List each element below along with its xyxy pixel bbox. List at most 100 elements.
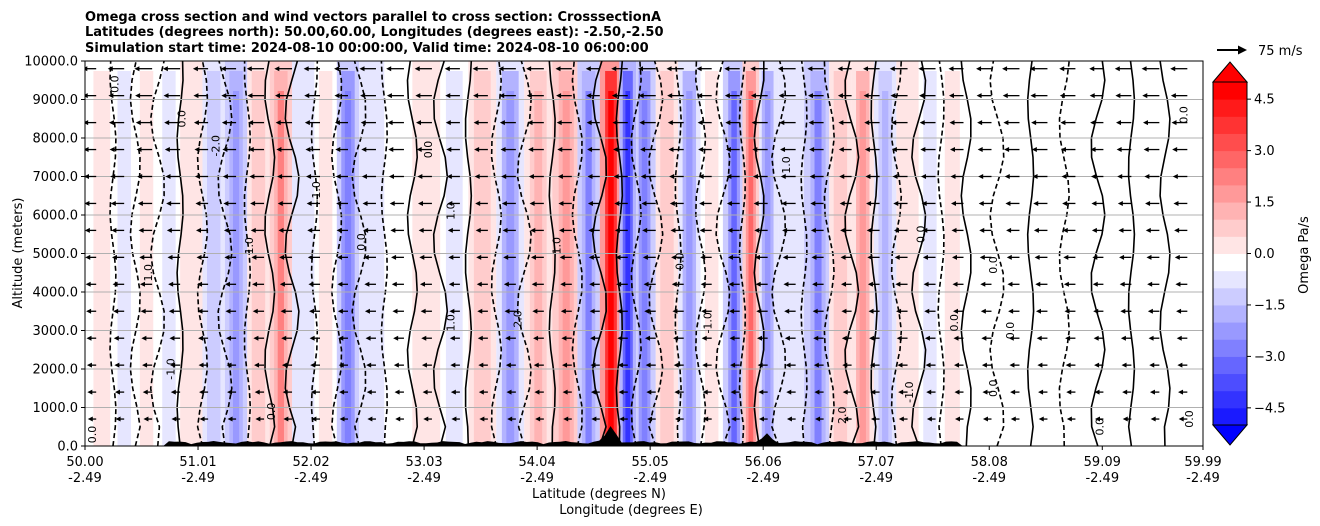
wind-vector-head — [978, 200, 984, 206]
wind-vector-head — [699, 227, 705, 233]
wind-vector-head — [1178, 389, 1184, 395]
wind-vector-head — [367, 416, 373, 422]
omega-peak — [731, 91, 737, 446]
wind-vector-head — [1033, 227, 1039, 233]
omega-core — [944, 71, 960, 446]
wind-vector-head — [1171, 120, 1177, 126]
wind-vector-head — [1009, 362, 1015, 368]
y-tick-label: 9000.0 — [33, 93, 79, 108]
wind-vector-head — [366, 389, 372, 395]
wind-vector-head — [416, 147, 422, 153]
wind-vector-head — [501, 174, 507, 179]
wind-vector-head — [526, 66, 532, 72]
wind-vector-head — [221, 120, 227, 126]
x-tick-label-lat: 53.03 — [405, 455, 442, 470]
wind-vector-head — [982, 416, 988, 422]
wind-vector-head — [475, 200, 481, 206]
contour-label: -1.0 — [903, 381, 916, 402]
wind-vector-head — [644, 335, 650, 341]
wind-vector-head — [894, 254, 900, 260]
contour-label: -2.0 — [209, 135, 222, 156]
wind-vector-head — [422, 389, 428, 395]
wind-vector-head — [1061, 174, 1067, 179]
wind-vector-head — [923, 281, 929, 287]
wind-vector-head — [250, 200, 256, 206]
wind-vector-head — [617, 362, 623, 368]
wind-vector-head — [417, 200, 423, 206]
wind-vector-head — [226, 362, 232, 368]
wind-vector-head — [918, 66, 924, 72]
wind-vector-head — [919, 93, 925, 99]
wind-vector-head — [863, 66, 869, 72]
wind-vector-head — [781, 200, 787, 206]
wind-vector-head — [950, 147, 956, 153]
wind-vector-head — [335, 174, 341, 179]
wind-vector-head — [839, 174, 845, 179]
wind-vector-head — [667, 93, 673, 99]
wind-vector-head — [669, 174, 675, 179]
colorbar-level — [1213, 356, 1247, 375]
wind-vector-head — [1149, 362, 1155, 368]
wind-vector-head — [1122, 389, 1128, 395]
wind-vector-head — [697, 93, 703, 99]
quiver-key-label: 75 m/s — [1258, 44, 1303, 59]
wind-vector-head — [926, 389, 932, 395]
wind-vector-head — [311, 416, 317, 422]
wind-vector-head — [365, 335, 371, 341]
wind-vector-head — [197, 281, 203, 287]
wind-vector-head — [416, 120, 422, 126]
wind-vector-head — [164, 120, 170, 126]
wind-vector-head — [611, 66, 617, 72]
wind-vector-head — [700, 281, 706, 287]
wind-vector-head — [807, 93, 813, 99]
x-tick-label-lon: -2.49 — [294, 471, 328, 486]
wind-vector-head — [864, 120, 870, 126]
wind-vector-head — [981, 362, 987, 368]
wind-vector-head — [85, 254, 91, 260]
wind-vector-head — [1062, 227, 1068, 233]
wind-vector-head — [642, 227, 648, 233]
wind-vector-head — [476, 281, 482, 287]
wind-vector-head — [395, 416, 401, 422]
wind-vector-head — [674, 389, 680, 395]
wind-vector-head — [729, 308, 735, 314]
wind-vector-head — [558, 200, 564, 206]
wind-vector-head — [842, 362, 848, 368]
wind-vector-head — [450, 362, 456, 368]
wind-vector-head — [893, 200, 899, 206]
wind-vector-head — [1170, 66, 1176, 72]
wind-vector-head — [869, 335, 875, 341]
wind-vector-head — [949, 120, 955, 126]
wind-vector-head — [559, 227, 565, 233]
wind-vector-head — [108, 120, 114, 126]
wind-vector-head — [275, 93, 281, 99]
wind-vector-head — [527, 120, 533, 126]
wind-vector-head — [108, 93, 114, 99]
wind-vector-head — [698, 174, 704, 179]
contour-label: 1.0 — [243, 237, 256, 255]
wind-vector-head — [448, 281, 454, 287]
wind-vector-head — [134, 66, 140, 72]
x-axis: 50.00-2.4951.01-2.4952.02-2.4953.03-2.49… — [66, 446, 1222, 486]
wind-vector-head — [1065, 335, 1071, 341]
wind-vector-head — [280, 308, 286, 314]
wind-vector-head — [1002, 66, 1008, 72]
wind-vector-head — [1091, 174, 1097, 179]
wind-vector-head — [226, 335, 232, 341]
wind-vector-head — [251, 254, 257, 260]
wind-vector-head — [86, 362, 92, 368]
wind-vector-head — [1147, 308, 1153, 314]
wind-vector-head — [166, 200, 172, 206]
wind-vector-head — [866, 200, 872, 206]
wind-vector-head — [447, 200, 453, 206]
wind-vector-head — [896, 335, 902, 341]
wind-vector-head — [166, 227, 172, 233]
wind-vector-head — [1144, 174, 1150, 179]
wind-vector-head — [248, 147, 254, 153]
wind-vector-head — [499, 93, 505, 99]
wind-vector-head — [808, 120, 814, 126]
wind-vector-head — [388, 147, 394, 153]
wind-vector-head — [812, 308, 818, 314]
wind-vector-head — [535, 416, 541, 422]
y-tick-label: 10000.0 — [24, 55, 78, 70]
